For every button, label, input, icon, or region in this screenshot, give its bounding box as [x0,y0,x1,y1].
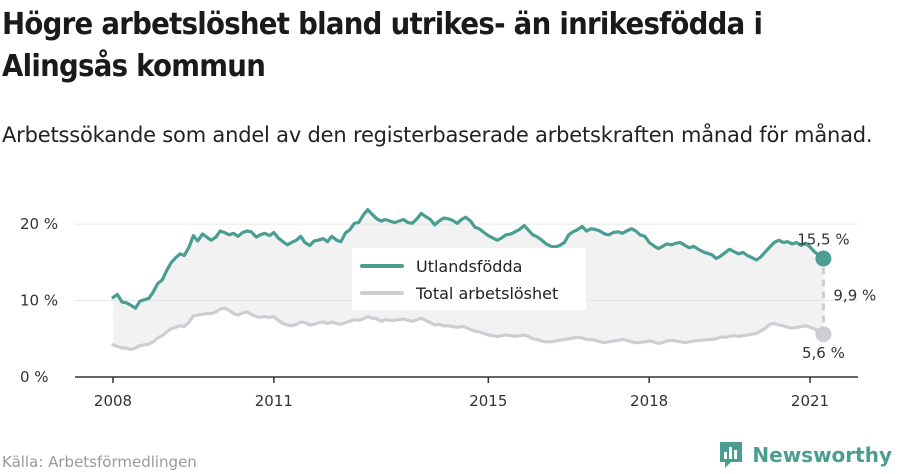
legend-background [352,248,586,310]
label-gap: 9,9 % [833,286,876,304]
end-annotations: 15,5 % 9,9 % 5,6 % [797,231,876,363]
label-last-foreign: 15,5 % [797,231,849,249]
series-lines [111,208,825,352]
y-tick-label: 0 % [20,368,49,386]
x-axis: 2008 2011 2015 2018 2021 [75,376,858,410]
y-tick-label: 10 % [20,292,58,310]
x-tick-label: 2021 [791,392,829,410]
x-tick-label: 2008 [94,392,132,410]
x-tick-label: 2018 [630,392,668,410]
source-note: Källa: Arbetsförmedlingen [2,453,197,471]
brand-name: Newsworthy [752,443,892,467]
end-dot-total [815,326,832,343]
newsworthy-logo-icon [720,442,743,468]
legend: Utlandsfödda Total arbetslöshet [352,248,586,310]
end-dot-foreign [815,250,832,267]
series-line-total [111,306,825,352]
series-line-foreign [111,208,825,310]
y-tick-label: 20 % [20,215,58,233]
x-tick-label: 2011 [255,392,293,410]
chart-subtitle: Arbetssökande som andel av den registerb… [2,123,873,147]
x-tick-label: 2015 [469,392,507,410]
legend-label-total: Total arbetslöshet [415,284,558,303]
legend-label-foreign: Utlandsfödda [416,257,522,276]
brand-logo: Newsworthy [718,440,892,470]
chart-title: Högre arbetslöshet bland utrikes- än inr… [2,7,763,84]
label-last-total: 5,6 % [802,344,845,362]
